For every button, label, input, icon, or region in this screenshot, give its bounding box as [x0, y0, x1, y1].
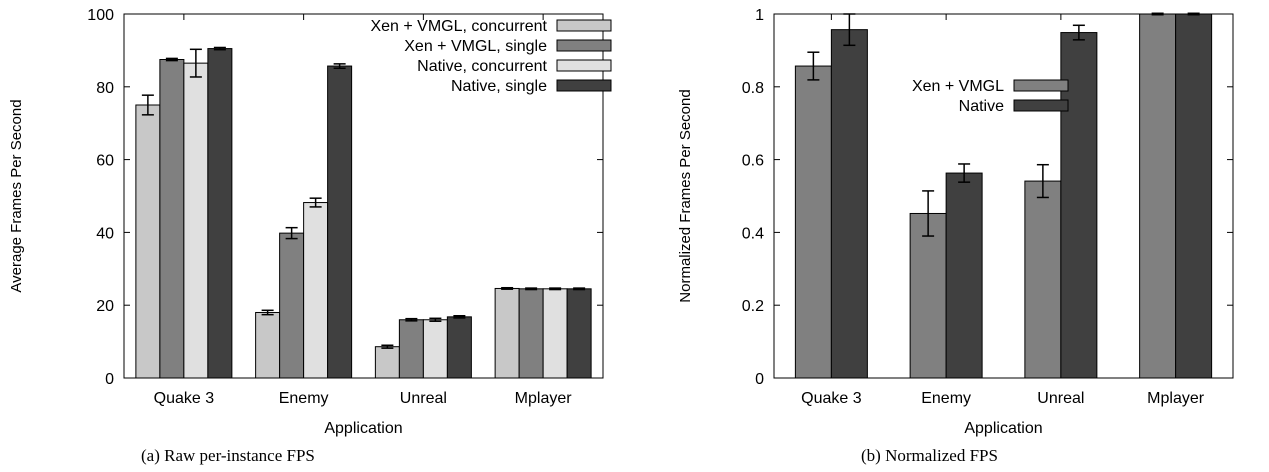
- y-tick-label: 0: [755, 371, 764, 388]
- bar: [830, 29, 868, 379]
- legend-swatch: [556, 59, 612, 72]
- legend-swatch: [556, 79, 612, 92]
- x-tick-label: Enemy: [279, 390, 329, 407]
- x-tick-label: Mplayer: [515, 390, 573, 407]
- bar: [494, 287, 520, 379]
- y-axis-label: Normalized Frames Per Second: [677, 89, 694, 302]
- bar: [279, 232, 305, 379]
- y-tick-label: 0.2: [742, 298, 764, 315]
- bar: [1139, 13, 1177, 379]
- y-tick-label: 40: [96, 225, 114, 242]
- legend-swatch: [1013, 79, 1069, 92]
- bar: [446, 316, 472, 379]
- bar: [255, 311, 281, 379]
- x-axis-label: Application: [324, 420, 402, 437]
- x-tick-label: Unreal: [1037, 390, 1084, 407]
- caption-b: (b) Normalized FPS: [861, 446, 998, 465]
- y-tick-label: 0.6: [742, 153, 764, 170]
- y-tick-label: 100: [87, 7, 114, 24]
- x-tick-label: Unreal: [400, 390, 447, 407]
- bar: [135, 104, 161, 379]
- legend-label: Xen + VMGL: [912, 78, 1004, 95]
- bar: [422, 319, 448, 379]
- x-tick-label: Quake 3: [801, 390, 862, 407]
- chart-1: 0 0.2 0.4 0.6 0.8 1 Normalized Frames Per Seco…: [677, 7, 1234, 437]
- legend-label: Xen + VMGL, single: [404, 38, 547, 55]
- y-tick-label: 0.4: [742, 225, 764, 242]
- bar: [398, 319, 424, 379]
- y-tick-label: 60: [96, 153, 114, 170]
- plot-frame: [123, 13, 604, 379]
- plot-frame: [773, 13, 1234, 379]
- bar: [794, 65, 832, 379]
- bar: [542, 288, 568, 379]
- bar: [183, 62, 209, 379]
- legend-label: Xen + VMGL, concurrent: [370, 18, 547, 35]
- bar: [945, 172, 983, 379]
- legend-swatch: [1013, 99, 1069, 112]
- bar: [1175, 13, 1213, 379]
- bar: [1024, 180, 1062, 379]
- legend-swatch: [556, 19, 612, 32]
- bar: [207, 48, 233, 379]
- legend-label: Native, single: [451, 78, 547, 95]
- bar: [303, 202, 329, 379]
- x-tick-label: Quake 3: [154, 390, 215, 407]
- y-tick-label: 80: [96, 80, 114, 97]
- y-tick-label: 0.8: [742, 80, 764, 97]
- bar: [566, 288, 592, 379]
- bar: [159, 59, 185, 379]
- chart-0: 0 20 40 60 80 100 Average Frames Per Second App…: [8, 7, 612, 437]
- bar: [327, 65, 353, 379]
- bar: [518, 288, 544, 379]
- x-axis-label: Application: [964, 420, 1042, 437]
- y-tick-label: 0: [105, 371, 114, 388]
- bar: [909, 212, 947, 379]
- y-axis-label: Average Frames Per Second: [8, 99, 25, 292]
- x-tick-label: Mplayer: [1147, 390, 1205, 407]
- legend-swatch: [556, 39, 612, 52]
- y-tick-label: 1: [755, 7, 764, 24]
- bar: [374, 346, 400, 379]
- x-tick-label: Enemy: [921, 390, 971, 407]
- legend-label: Native, concurrent: [417, 58, 547, 75]
- legend-label: Native: [959, 98, 1004, 115]
- y-tick-label: 20: [96, 298, 114, 315]
- caption-a: (a) Raw per-instance FPS: [141, 446, 315, 465]
